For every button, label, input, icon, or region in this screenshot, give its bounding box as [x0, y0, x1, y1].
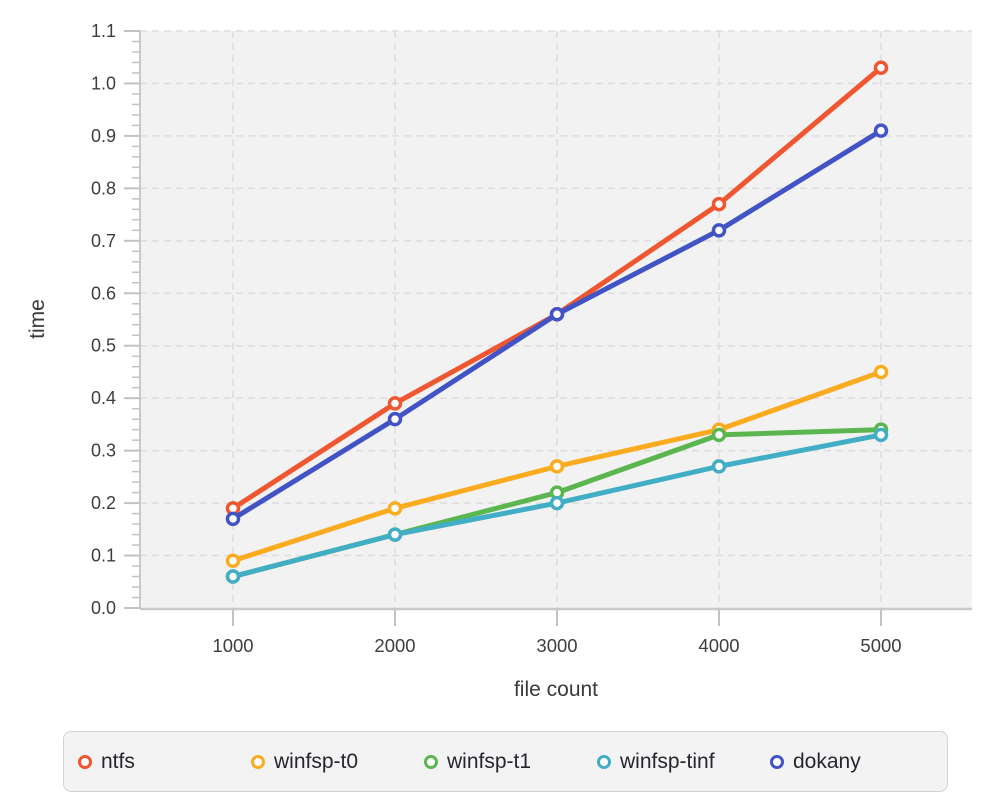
y-tick-label: 0.0 [91, 598, 116, 618]
data-point-dokany [549, 307, 565, 322]
legend-label-winfsp-t0: winfsp-t0 [274, 750, 359, 773]
y-tick-label: 1.1 [91, 21, 116, 41]
legend-item-dokany[interactable]: dokany [770, 751, 861, 772]
data-point-winfsp-t0 [549, 459, 565, 474]
data-point-ntfs [873, 60, 889, 75]
y-axis-title: time [26, 299, 49, 339]
legend-marker-ntfs-icon [78, 754, 92, 769]
data-point-winfsp-tinf [873, 427, 889, 443]
y-tick-label: 0.1 [91, 546, 116, 566]
x-tick-label: 2000 [374, 635, 415, 656]
legend-marker-dokany-icon [770, 754, 784, 769]
legend: ntfs winfsp-t0 winfsp-t1 winfsp-tinf dok… [63, 731, 948, 792]
data-point-winfsp-t0 [225, 553, 241, 569]
legend-item-ntfs[interactable]: ntfs [78, 751, 251, 772]
data-point-dokany [387, 411, 403, 427]
line-chart: 0.0 0.1 0.2 0.3 0.4 0.5 0.6 0.7 0.8 0.9 1.0 1.1 1000… [91, 21, 972, 656]
data-point-winfsp-t1 [711, 427, 727, 443]
legend-label-dokany: dokany [793, 750, 861, 773]
x-tick-label: 4000 [698, 635, 739, 656]
data-point-dokany [225, 511, 241, 527]
y-tick-label: 0.7 [91, 231, 116, 251]
legend-marker-winfsp-t0-icon [251, 754, 265, 769]
y-tick-label: 0.9 [91, 126, 116, 146]
x-axis-title: file count [513, 678, 599, 701]
data-point-winfsp-t0 [387, 501, 403, 516]
y-tick-label: 0.6 [91, 283, 116, 303]
y-tick-label: 0.4 [91, 388, 116, 408]
data-point-winfsp-tinf [549, 495, 565, 511]
data-point-dokany [873, 123, 889, 138]
legend-label-winfsp-tinf: winfsp-tinf [620, 750, 715, 773]
x-tick-label: 3000 [536, 635, 577, 656]
y-tick-label: 0.8 [91, 178, 116, 198]
legend-label-ntfs: ntfs [101, 750, 135, 773]
legend-marker-winfsp-t1-icon [424, 754, 438, 769]
legend-label-winfsp-t1: winfsp-t1 [447, 750, 532, 773]
data-point-dokany [711, 223, 727, 238]
data-point-ntfs [711, 196, 727, 212]
data-point-winfsp-tinf [711, 459, 727, 474]
data-point-winfsp-t0 [873, 364, 889, 380]
data-point-winfsp-tinf [225, 569, 241, 584]
y-tick-label: 0.5 [91, 336, 116, 356]
legend-item-winfsp-tinf[interactable]: winfsp-tinf [597, 751, 770, 772]
y-tick-label: 0.3 [91, 441, 116, 461]
legend-marker-winfsp-tinf-icon [597, 754, 611, 769]
y-tick-label: 1.0 [91, 73, 116, 93]
legend-item-winfsp-t1[interactable]: winfsp-t1 [424, 751, 597, 772]
x-tick-label: 5000 [860, 635, 901, 656]
y-tick-label: 0.2 [91, 493, 116, 513]
data-point-winfsp-tinf [387, 527, 403, 542]
legend-item-winfsp-t0[interactable]: winfsp-t0 [251, 751, 424, 772]
x-tick-label: 1000 [212, 635, 253, 656]
data-point-ntfs [387, 396, 403, 411]
